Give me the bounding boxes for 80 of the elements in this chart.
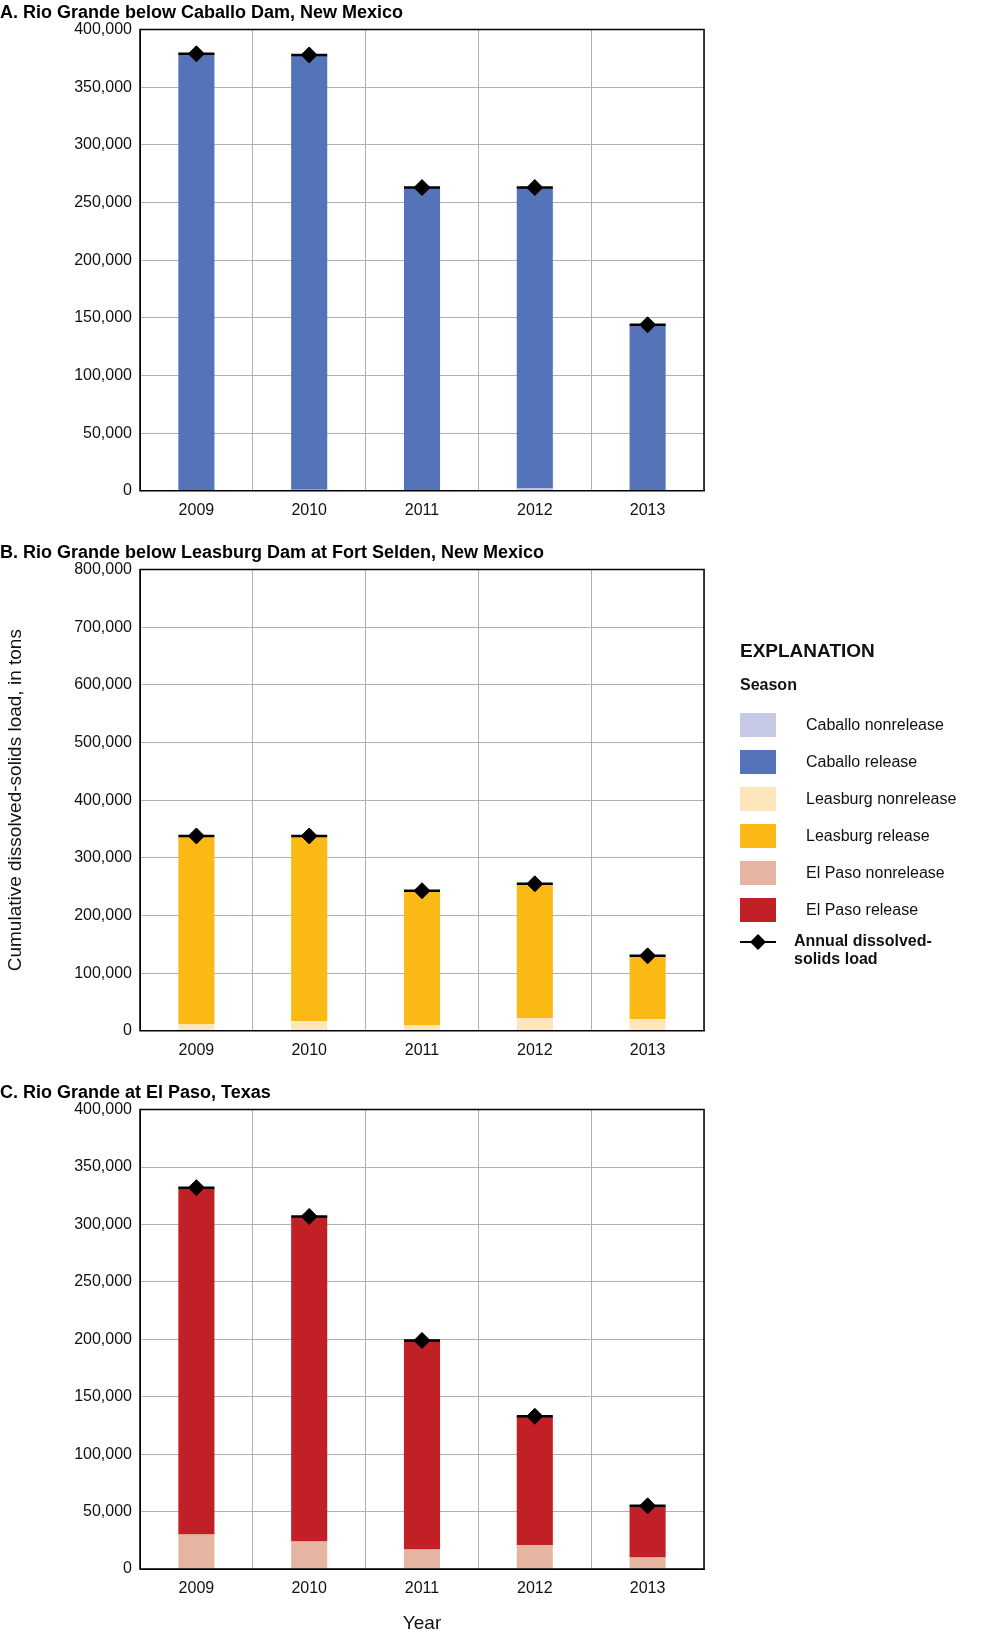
text: Season [740, 676, 798, 694]
bar [178, 53, 215, 491]
x-tick-label: 2010 [291, 500, 328, 518]
y-tick-label: 100,000 [74, 365, 133, 383]
x-tick-label: 2009 [178, 1040, 215, 1058]
bar [178, 1023, 215, 1031]
x-tick-label: 2013 [629, 500, 666, 518]
x-tick-label: 2011 [404, 1040, 440, 1058]
bar [291, 1216, 328, 1542]
y-tick-label: 100,000 [74, 1444, 133, 1462]
x-tick-label: 2010 [291, 1040, 328, 1058]
bar [629, 1557, 666, 1569]
y-tick-label: 300,000 [74, 135, 133, 153]
y-tick-label: 0 [123, 1021, 133, 1039]
y-tick-label: 400,000 [74, 790, 133, 808]
y-tick-label: 350,000 [74, 77, 133, 95]
y-tick-label: 400,000 [74, 20, 133, 38]
y-tick-label: 0 [123, 481, 133, 499]
bar [629, 1505, 666, 1558]
y-tick-label: 50,000 [83, 423, 133, 441]
y-tick-label: 300,000 [74, 1214, 133, 1232]
x-axis-title: Year [402, 1611, 442, 1633]
chart-title: B. Rio Grande below Leasburg Dam at Fort Selden, New Mexico [0, 541, 545, 562]
y-tick-label: 250,000 [74, 192, 133, 210]
y-tick-label: 150,000 [74, 1387, 133, 1405]
legend-label: El Paso nonrelease [806, 863, 945, 882]
x-tick-label: 2011 [404, 1579, 440, 1597]
legend-label: Annual dissolved-solids load [794, 932, 933, 968]
y-tick-label: 200,000 [74, 905, 133, 923]
y-tick-label: 0 [123, 1559, 133, 1577]
bar [291, 54, 328, 490]
x-tick-label: 2010 [291, 1579, 328, 1597]
bar [516, 1018, 553, 1031]
x-tick-label: 2012 [517, 500, 553, 518]
y-tick-label: 500,000 [74, 732, 133, 750]
bar [516, 1544, 553, 1569]
y-tick-label: 150,000 [74, 308, 133, 326]
y-tick-label: 700,000 [74, 617, 133, 635]
bar [291, 835, 328, 1021]
legend-label: El Paso release [806, 900, 919, 919]
bar [178, 1187, 215, 1535]
chart-title: C. Rio Grande at El Paso, Texas [0, 1081, 271, 1102]
y-tick-label: 250,000 [74, 1272, 133, 1290]
x-tick-label: 2011 [404, 500, 440, 518]
y-axis-title: Cumulative dissolved-solids load, in tons [3, 629, 25, 972]
y-tick-label: 100,000 [74, 963, 133, 981]
bar [516, 883, 553, 1019]
bar [178, 835, 215, 1024]
x-tick-label: 2012 [517, 1040, 553, 1058]
y-tick-label: 400,000 [74, 1100, 133, 1118]
bar [178, 1534, 215, 1569]
bar [629, 324, 666, 491]
legend-label: Caballo release [806, 752, 918, 771]
bar [516, 187, 553, 489]
y-tick-label: 800,000 [74, 560, 133, 578]
bar [629, 1019, 666, 1031]
legend-label: Leasburg release [806, 826, 930, 845]
y-tick-label: 200,000 [74, 250, 133, 268]
x-tick-label: 2009 [178, 500, 215, 518]
bar [629, 955, 666, 1020]
y-tick-label: 50,000 [83, 1501, 133, 1519]
y-tick-label: 200,000 [74, 1329, 133, 1347]
bar [291, 1541, 328, 1569]
legend-label: Caballo nonrelease [806, 715, 944, 734]
bar [403, 1549, 441, 1569]
y-tick-label: 600,000 [74, 675, 133, 693]
x-tick-label: 2009 [178, 1579, 215, 1597]
legend-label: Leasburg nonrelease [806, 789, 957, 808]
y-tick-label: 300,000 [74, 848, 133, 866]
x-tick-label: 2012 [517, 1579, 553, 1597]
x-tick-label: 2013 [629, 1579, 666, 1597]
bar [516, 1416, 553, 1545]
legend-title: EXPLANATION [740, 640, 876, 662]
y-tick-label: 350,000 [74, 1157, 133, 1175]
bar [403, 187, 441, 491]
x-tick-label: 2013 [629, 1040, 666, 1058]
bar [403, 890, 441, 1026]
bar [291, 1021, 328, 1031]
bar [403, 1340, 441, 1550]
chart-title: A. Rio Grande below Caballo Dam, New Mexico [0, 1, 404, 22]
